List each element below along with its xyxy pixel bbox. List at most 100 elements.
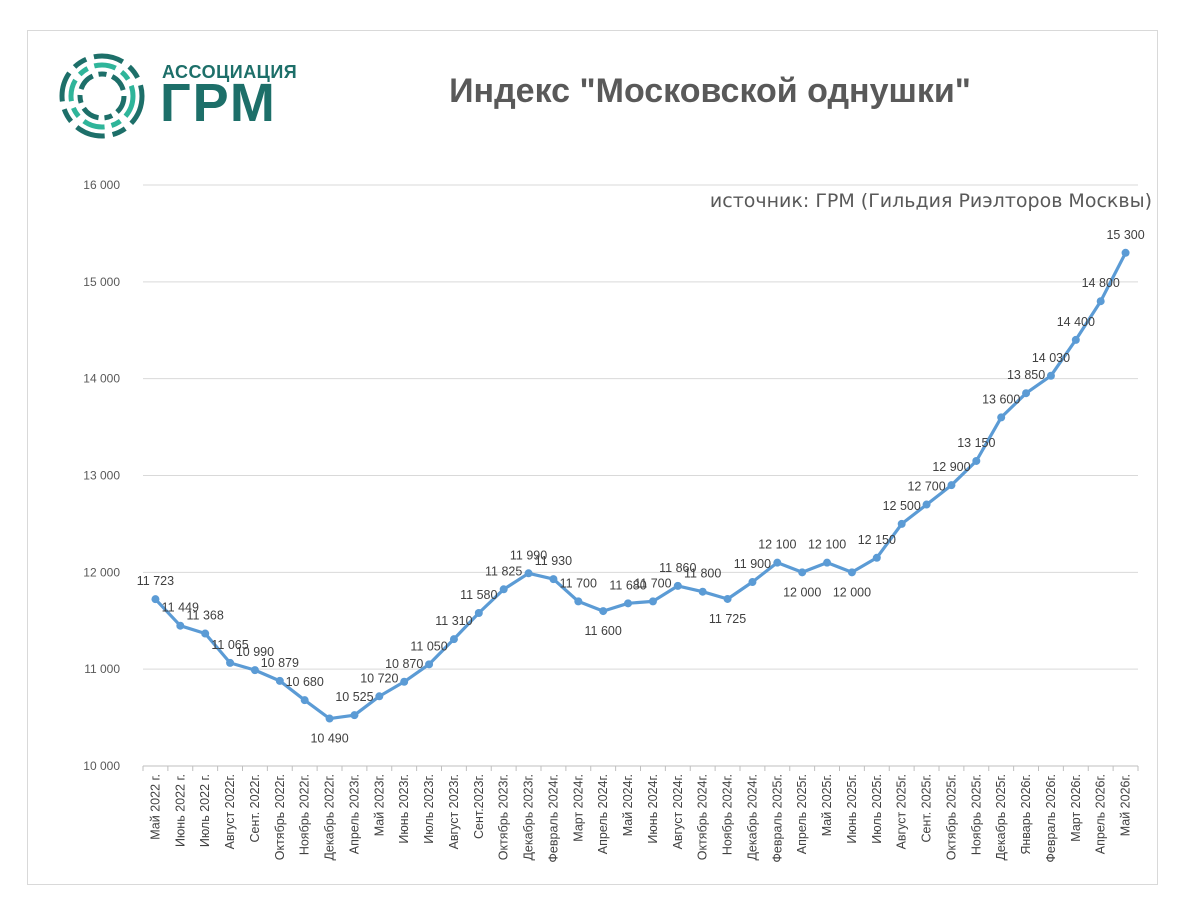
data-point bbox=[648, 597, 657, 606]
data-label: 11 700 bbox=[560, 576, 597, 590]
data-label: 10 879 bbox=[261, 656, 299, 670]
x-tick-label: Август 2024г. bbox=[671, 774, 685, 849]
data-point bbox=[1022, 389, 1031, 398]
data-label: 11 700 bbox=[634, 576, 671, 590]
x-tick-label: Май 2025г. bbox=[820, 774, 834, 836]
data-point bbox=[922, 500, 931, 509]
x-tick-label: Ноябрь 2024г. bbox=[721, 774, 735, 855]
x-tick-label: Июнь 2022 г. bbox=[173, 774, 187, 847]
data-point bbox=[275, 676, 284, 685]
data-point bbox=[549, 575, 558, 584]
data-label: 10 990 bbox=[236, 645, 274, 659]
data-label: 11 580 bbox=[460, 588, 497, 602]
data-label: 12 000 bbox=[833, 585, 871, 599]
x-tick-label: Июль 2023г. bbox=[422, 774, 436, 844]
logo: АССОЦИАЦИЯ ГРМ bbox=[58, 52, 298, 142]
data-label: 11 368 bbox=[187, 609, 224, 623]
data-label: 11 680 bbox=[609, 578, 646, 592]
data-point bbox=[723, 594, 732, 603]
data-label: 14 030 bbox=[1032, 351, 1070, 365]
y-tick-label: 10 000 bbox=[83, 759, 120, 773]
data-label: 11 900 bbox=[734, 557, 771, 571]
x-tick-label: Декабрь 2023г. bbox=[522, 774, 536, 861]
data-label: 11 449 bbox=[162, 601, 199, 615]
data-point bbox=[673, 581, 682, 590]
x-tick-label: Февраль 2024г. bbox=[546, 774, 560, 863]
data-label: 10 720 bbox=[360, 671, 398, 685]
data-label: 13 150 bbox=[957, 436, 995, 450]
data-label: 12 700 bbox=[907, 480, 945, 494]
data-label: 10 680 bbox=[286, 675, 324, 689]
data-label: 12 100 bbox=[808, 538, 846, 552]
x-tick-label: Июнь 2025г. bbox=[845, 774, 859, 844]
data-label: 11 065 bbox=[211, 638, 248, 652]
x-tick-label: Март 2026г. bbox=[1069, 774, 1083, 842]
x-tick-label: Июль 2022 г. bbox=[198, 774, 212, 847]
data-point bbox=[1046, 371, 1055, 380]
y-tick-label: 12 000 bbox=[83, 565, 120, 579]
data-point bbox=[872, 553, 881, 562]
data-label: 10 870 bbox=[385, 657, 423, 671]
data-point bbox=[574, 597, 583, 606]
data-point bbox=[997, 413, 1006, 422]
data-label: 11 600 bbox=[585, 624, 622, 638]
data-point bbox=[599, 607, 608, 616]
x-axis: Май 2022 г. Июнь 2022 г. Июль 2022 г. Авгус… bbox=[142, 766, 1139, 863]
y-axis: 10 000 11 000 12 000 13 000 14 000 15 000 16 0… bbox=[83, 178, 120, 773]
x-tick-label: Ноябрь 2025г. bbox=[969, 774, 983, 855]
data-point bbox=[201, 629, 210, 638]
data-label: 12 500 bbox=[883, 499, 921, 513]
data-point bbox=[947, 481, 956, 490]
data-label: 11 825 bbox=[485, 564, 522, 578]
x-tick-label: Декабрь 2024г. bbox=[745, 774, 759, 861]
x-tick-label: Октябрь 2023г. bbox=[497, 774, 511, 860]
x-tick-label: Сент. 2022г. bbox=[248, 774, 262, 842]
data-point bbox=[400, 677, 409, 686]
x-tick-label: Октябрь 2024г. bbox=[696, 774, 710, 860]
data-label: 12 150 bbox=[858, 533, 896, 547]
x-tick-label: Октябрь 2025г. bbox=[944, 774, 958, 860]
data-label: 11 860 bbox=[659, 561, 696, 575]
x-tick-label: Апрель 2025г. bbox=[795, 774, 809, 854]
x-tick-label: Сент. 2025г. bbox=[920, 774, 934, 842]
data-point bbox=[798, 568, 807, 577]
data-point bbox=[300, 696, 309, 705]
logo-grm-text: ГРМ bbox=[160, 73, 277, 133]
data-points bbox=[151, 248, 1130, 723]
x-tick-label: Март 2024г. bbox=[571, 774, 585, 842]
x-tick-label: Апрель 2023г. bbox=[347, 774, 361, 854]
x-tick-label: Ноябрь 2022г. bbox=[298, 774, 312, 855]
x-tick-label: Июнь 2024г. bbox=[646, 774, 660, 844]
data-label: 15 300 bbox=[1106, 228, 1144, 242]
data-point bbox=[748, 578, 757, 587]
x-tick-label: Апрель 2026г. bbox=[1094, 774, 1108, 854]
y-tick-label: 13 000 bbox=[83, 469, 120, 483]
data-point bbox=[325, 714, 334, 723]
data-label: 11 800 bbox=[684, 567, 721, 581]
data-point bbox=[698, 587, 707, 596]
data-label: 11 930 bbox=[535, 554, 572, 568]
data-point bbox=[176, 621, 185, 630]
x-tick-label: Февраль 2025г. bbox=[770, 774, 784, 863]
x-tick-label: Май 2022 г. bbox=[148, 774, 162, 840]
data-point bbox=[250, 666, 259, 675]
data-label: 11 723 bbox=[137, 574, 174, 588]
data-point bbox=[972, 456, 981, 465]
gridlines bbox=[143, 184, 1138, 767]
x-tick-label: Май 2024г. bbox=[621, 774, 635, 836]
x-tick-label: Декабрь 2025г. bbox=[994, 774, 1008, 861]
data-point bbox=[897, 519, 906, 528]
chart-title: Индекс "Московской однушки" bbox=[449, 72, 971, 110]
data-point bbox=[1121, 248, 1130, 257]
x-tick-label: Июнь 2023г. bbox=[397, 774, 411, 844]
data-label: 12 000 bbox=[783, 585, 821, 599]
data-label: 14 400 bbox=[1057, 315, 1095, 329]
data-label: 12 900 bbox=[932, 460, 970, 474]
data-point bbox=[226, 658, 235, 667]
data-label: 11 725 bbox=[709, 612, 746, 626]
x-tick-label: Август 2025г. bbox=[895, 774, 909, 849]
y-tick-label: 11 000 bbox=[84, 662, 120, 676]
x-tick-label: Май 2023г. bbox=[372, 774, 386, 836]
x-tick-label: Июль 2025г. bbox=[870, 774, 884, 844]
